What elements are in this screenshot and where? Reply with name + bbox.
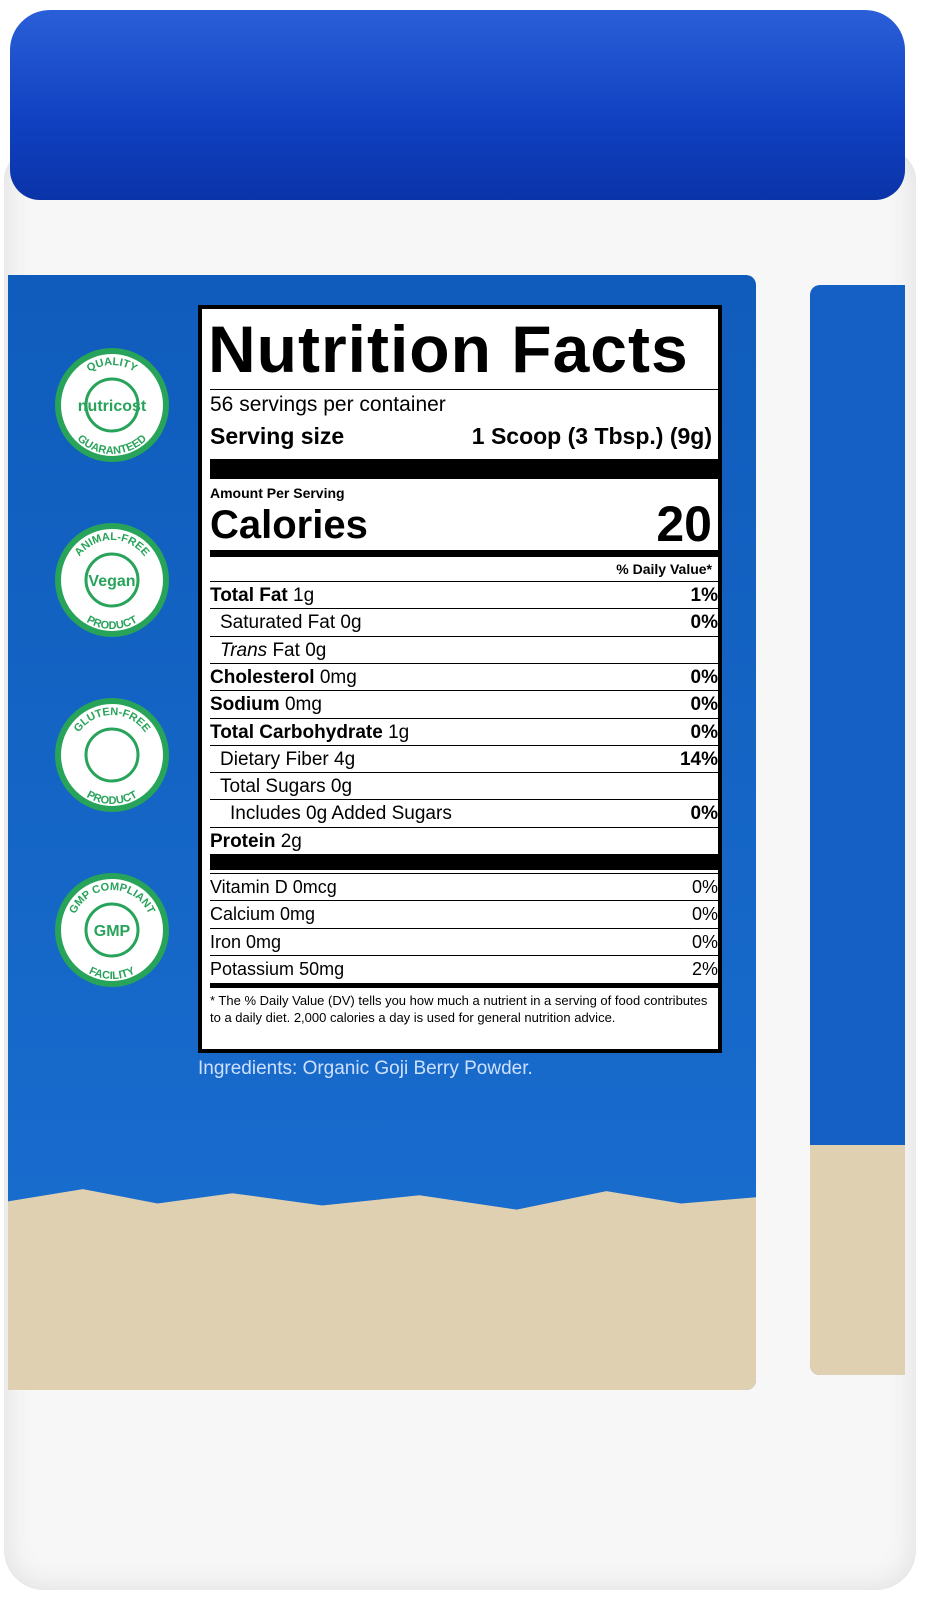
servings: 56 servings per container	[210, 393, 446, 416]
badges: QUALITYGUARANTEEDnutricostANIMAL-FREEPRO…	[55, 348, 169, 987]
medium-bar	[210, 983, 718, 989]
nutrient-dv: 2%	[691, 958, 718, 979]
thick-bar	[210, 854, 718, 870]
nutrient-name: Includes 0g Added Sugars	[230, 803, 452, 825]
badge-center: GMP	[94, 923, 131, 940]
nutrient-amount: 0mg	[319, 666, 357, 688]
nutrient-row: Vitamin D 0mcg 0%	[210, 873, 718, 900]
serving-size-label: Serving size	[210, 423, 345, 449]
nutrient-row: Potassium 50mg 2%	[210, 954, 718, 982]
badge-ring	[55, 348, 169, 462]
nutrient-name-italic: Trans	[220, 639, 268, 661]
nutrient-row: Sodium 0mg 0%	[210, 690, 718, 717]
nutrition-label: Nutrition Facts 56 servings per containe…	[198, 305, 722, 1053]
nutrient-row: Total Carbohydrate 1g 0%	[210, 717, 718, 745]
nutrient-amount: 0mg	[280, 904, 316, 925]
nutrient-row: Saturated Fat 0g 0%	[210, 608, 718, 635]
title: Nutrition Facts	[208, 312, 689, 386]
powder	[810, 1145, 905, 1375]
nutrient-name: Sodium	[210, 694, 280, 716]
nutrient-name: Potassium	[210, 958, 295, 979]
badge-ring	[55, 698, 169, 812]
badge-inner	[84, 552, 140, 608]
powder	[8, 1189, 756, 1390]
rows: Total Fat 1g 1% Saturated Fat 0g 0% Trans Fa…	[202, 581, 718, 1041]
nutrient-name: Protein	[210, 830, 276, 852]
ingredients: Ingredients: Organic Goji Berry Powder.	[198, 1058, 533, 1079]
nutrient-name: Vitamin D	[210, 877, 288, 897]
nutrient-row: Calcium 0mg 0%	[210, 900, 718, 927]
nutrient-dv: 14%	[679, 748, 718, 770]
nutrient-amount: 2g	[280, 830, 302, 852]
nutrient-name: Calcium	[210, 904, 276, 925]
badge-top: QUALITY	[85, 356, 140, 375]
nutrient-row: Cholesterol 0mg 0%	[210, 662, 718, 690]
badge-inner	[84, 377, 140, 433]
nutrient-amount: 1g	[388, 721, 410, 743]
nutrient-name: Iron	[210, 931, 242, 952]
serving-size: 1 Scoop (3 Tbsp.) (9g)	[471, 423, 712, 449]
thick-bar	[210, 459, 718, 479]
lid	[10, 10, 905, 200]
nutrient-row: Trans Fat 0g	[210, 635, 718, 663]
badge-center: Vegan	[88, 573, 135, 590]
nutrient-amount: 0g	[305, 639, 327, 661]
dv-header: % Daily Value*	[616, 561, 712, 577]
nutrient-dv: 0%	[690, 803, 718, 825]
nutrient-name: Dietary Fiber	[220, 748, 329, 770]
nutrient-amount: 0g	[340, 612, 362, 634]
badge-bottom-text: PRODUCT	[85, 614, 140, 632]
nutrient-row: Includes 0g Added Sugars 0%	[210, 799, 718, 826]
nutrient-dv: 0%	[691, 877, 718, 897]
nutrient-amount: 0mcg	[292, 877, 337, 897]
badge-bottom: FACILITY	[87, 965, 137, 982]
badge-inner	[84, 727, 140, 783]
nutrient-row: Total Sugars 0g	[210, 772, 718, 799]
badge-ring	[55, 523, 169, 637]
nutrient-dv: 0%	[691, 904, 718, 925]
amount-per-serving: Amount Per Serving	[210, 485, 345, 501]
badge-bottom-text: FACILITY	[87, 965, 137, 982]
nutrient-row: Dietary Fiber 4g 14%	[210, 744, 718, 772]
nutrient-name: Saturated Fat	[220, 612, 336, 634]
nutrient-amount: 0mg	[246, 931, 282, 952]
nutrient-amount: 4g	[334, 748, 356, 770]
nutrient-dv: 0%	[690, 666, 718, 688]
nutrient-name: Total Sugars	[220, 776, 326, 798]
nutrient-amount: 1g	[293, 585, 315, 606]
rule	[210, 389, 718, 390]
badge-bottom: PRODUCT	[85, 789, 140, 807]
nutrient-row: Iron 0mg 0%	[210, 927, 718, 955]
badge-ring	[55, 873, 169, 987]
nutrient-name: Fat	[272, 639, 300, 661]
badge-center: nutricost	[78, 398, 147, 415]
footnote: * The % Daily Value (DV) tells you how m…	[210, 993, 708, 1026]
side-panel	[810, 285, 905, 1375]
nutrient-dv: 0%	[690, 612, 718, 634]
nutrient-name: Total Fat	[210, 585, 288, 606]
nutrient-dv: 1%	[690, 585, 718, 606]
badge-inner	[84, 902, 140, 958]
badge-bottom-text: PRODUCT	[85, 789, 140, 807]
nutrient-amount: 50mg	[299, 958, 345, 979]
nutrient-name: Cholesterol	[210, 666, 315, 688]
nutrient-dv: 0%	[690, 721, 718, 743]
nutrient-amount: 0g	[330, 776, 353, 798]
medium-bar	[210, 550, 718, 557]
calories-label: Calories	[210, 503, 368, 547]
badge-bottom: PRODUCT	[85, 614, 140, 632]
nutrient-dv: 0%	[691, 931, 718, 952]
nutrient-name: Total Carbohydrate	[210, 721, 383, 743]
nutrient-row: Total Fat 1g 1%	[210, 581, 718, 608]
nutrient-dv: 0%	[690, 694, 718, 716]
nutrient-amount: 0mg	[284, 694, 322, 716]
badge-top-text: QUALITY	[85, 356, 140, 375]
calories: 20	[656, 496, 712, 552]
nutrient-row: Protein 2g	[210, 826, 718, 854]
